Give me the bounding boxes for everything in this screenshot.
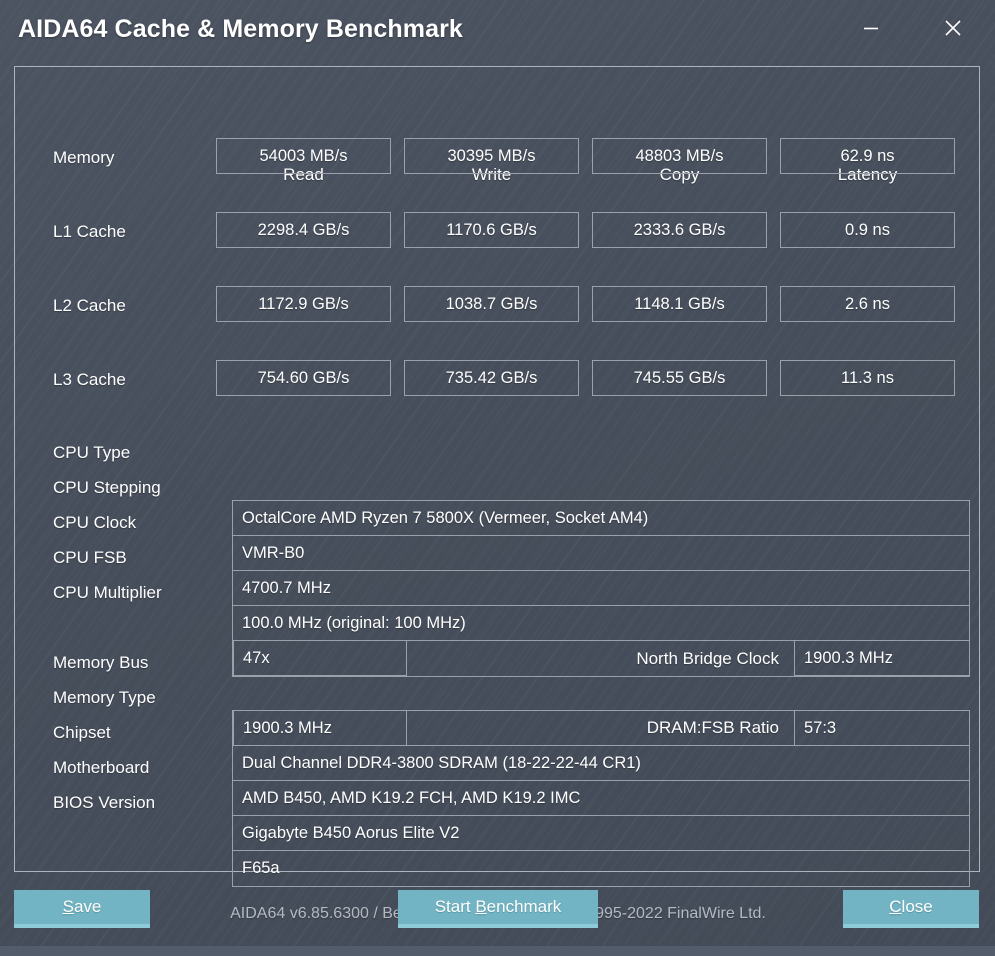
chipset-row: AMD B450, AMD K19.2 FCH, AMD K19.2 IMC xyxy=(233,781,969,816)
memory-type-row: Dual Channel DDR4-3800 SDRAM (18-22-22-4… xyxy=(233,746,969,781)
memory-read-value: 54003 MB/s xyxy=(216,138,391,174)
column-header-read: Read xyxy=(283,165,324,184)
save-button[interactable]: Save xyxy=(14,890,150,928)
l1-latency-value: 0.9 ns xyxy=(780,212,955,248)
title-bar: AIDA64 Cache & Memory Benchmark xyxy=(0,0,995,62)
row-label-l2-cache: L2 Cache xyxy=(53,296,126,315)
row-label-l3-cache: L3 Cache xyxy=(53,370,126,389)
bios-version-value: F65a xyxy=(242,859,280,877)
dram-fsb-ratio-cell: 57:3 xyxy=(794,710,970,746)
minimize-icon xyxy=(860,17,882,39)
l3-read-value: 754.60 GB/s xyxy=(216,360,391,396)
memory-bus-row: 1900.3 MHz DRAM:FSB Ratio 57:3 xyxy=(233,710,970,746)
benchmark-panel: Read Write Copy Latency Memory 54003 MB/… xyxy=(14,66,980,922)
l3-write-value: 735.42 GB/s xyxy=(404,360,579,396)
cpu-fsb-row: 100.0 MHz (original: 100 MHz) xyxy=(233,606,969,641)
row-label-memory: Memory xyxy=(53,148,115,167)
column-header-write: Write xyxy=(471,165,512,184)
l3-copy-value: 745.55 GB/s xyxy=(592,360,767,396)
minimize-button[interactable] xyxy=(849,8,893,48)
memory-bus-value: 1900.3 MHz xyxy=(243,718,332,737)
cpu-clock-value: 4700.7 MHz xyxy=(242,578,331,597)
l3-latency-value: 11.3 ns xyxy=(780,360,955,396)
l2-read-value: 1172.9 GB/s xyxy=(216,286,391,322)
memory-bus-cell: 1900.3 MHz xyxy=(233,710,407,746)
motherboard-value: Gigabyte B450 Aorus Elite V2 xyxy=(242,823,460,842)
cpu-stepping-value: VMR-B0 xyxy=(242,543,305,562)
start-benchmark-button[interactable]: Start Benchmark xyxy=(398,890,598,928)
column-header-latency: Latency xyxy=(837,165,898,184)
close-icon xyxy=(941,16,965,40)
l2-latency-value: 2.6 ns xyxy=(780,286,955,322)
start-benchmark-button-label: Start Benchmark xyxy=(434,897,562,916)
l1-read-value: 2298.4 GB/s xyxy=(216,212,391,248)
info-label-bios-version: BIOS Version xyxy=(53,793,156,812)
info-label-motherboard: Motherboard xyxy=(53,758,150,777)
chipset-value: AMD B450, AMD K19.2 FCH, AMD K19.2 IMC xyxy=(242,788,581,807)
l1-write-value: 1170.6 GB/s xyxy=(404,212,579,248)
memory-latency-value: 62.9 ns xyxy=(780,138,955,174)
motherboard-row: Gigabyte B450 Aorus Elite V2 xyxy=(233,816,969,851)
cpu-stepping-row: VMR-B0 xyxy=(233,536,969,571)
memory-type-value: Dual Channel DDR4-3800 SDRAM (18-22-22-4… xyxy=(242,753,641,772)
window-bottom-strip xyxy=(0,946,995,956)
dram-fsb-ratio-value: 57:3 xyxy=(804,718,837,737)
column-header-copy: Copy xyxy=(659,165,700,184)
l2-copy-value: 1148.1 GB/s xyxy=(592,286,767,322)
north-bridge-clock-value: 1900.3 MHz xyxy=(804,648,893,667)
info-label-memory-bus: Memory Bus xyxy=(53,653,149,672)
info-label-memory-type: Memory Type xyxy=(53,688,156,707)
info-label-cpu-type: CPU Type xyxy=(53,443,131,462)
l2-write-value: 1038.7 GB/s xyxy=(404,286,579,322)
close-button[interactable]: Close xyxy=(843,890,979,928)
cpu-fsb-value: 100.0 MHz (original: 100 MHz) xyxy=(242,613,466,632)
memory-copy-value: 48803 MB/s xyxy=(592,138,767,174)
info-label-chipset: Chipset xyxy=(53,723,111,742)
info-label-cpu-stepping: CPU Stepping xyxy=(53,478,161,497)
north-bridge-clock-cell: 1900.3 MHz xyxy=(794,640,970,676)
close-button-label: Close xyxy=(889,897,933,916)
cpu-type-value: OctalCore AMD Ryzen 7 5800X (Vermeer, So… xyxy=(242,508,649,527)
row-label-l1-cache: L1 Cache xyxy=(53,222,126,241)
page-title: AIDA64 Cache & Memory Benchmark xyxy=(18,15,463,43)
cpu-multiplier-cell: 47x xyxy=(233,640,407,676)
cpu-multiplier-row: 47x North Bridge Clock 1900.3 MHz xyxy=(233,640,970,676)
bios-version-row: F65a xyxy=(233,851,969,886)
cpu-info-block: OctalCore AMD Ryzen 7 5800X (Vermeer, So… xyxy=(232,500,970,677)
cpu-multiplier-value: 47x xyxy=(243,648,270,667)
memory-info-block: 1900.3 MHz DRAM:FSB Ratio 57:3 Dual Chan… xyxy=(232,710,970,887)
close-window-button[interactable] xyxy=(931,8,975,48)
cpu-type-row: OctalCore AMD Ryzen 7 5800X (Vermeer, So… xyxy=(233,501,969,536)
info-label-cpu-clock: CPU Clock xyxy=(53,513,137,532)
memory-write-value: 30395 MB/s xyxy=(404,138,579,174)
dram-fsb-ratio-label: DRAM:FSB Ratio xyxy=(646,718,779,737)
save-button-label: Save xyxy=(62,897,102,916)
north-bridge-clock-label: North Bridge Clock xyxy=(636,648,779,668)
info-label-cpu-fsb: CPU FSB xyxy=(53,548,127,567)
cpu-clock-row: 4700.7 MHz xyxy=(233,571,969,606)
l1-copy-value: 2333.6 GB/s xyxy=(592,212,767,248)
info-label-cpu-multiplier: CPU Multiplier xyxy=(53,583,162,602)
